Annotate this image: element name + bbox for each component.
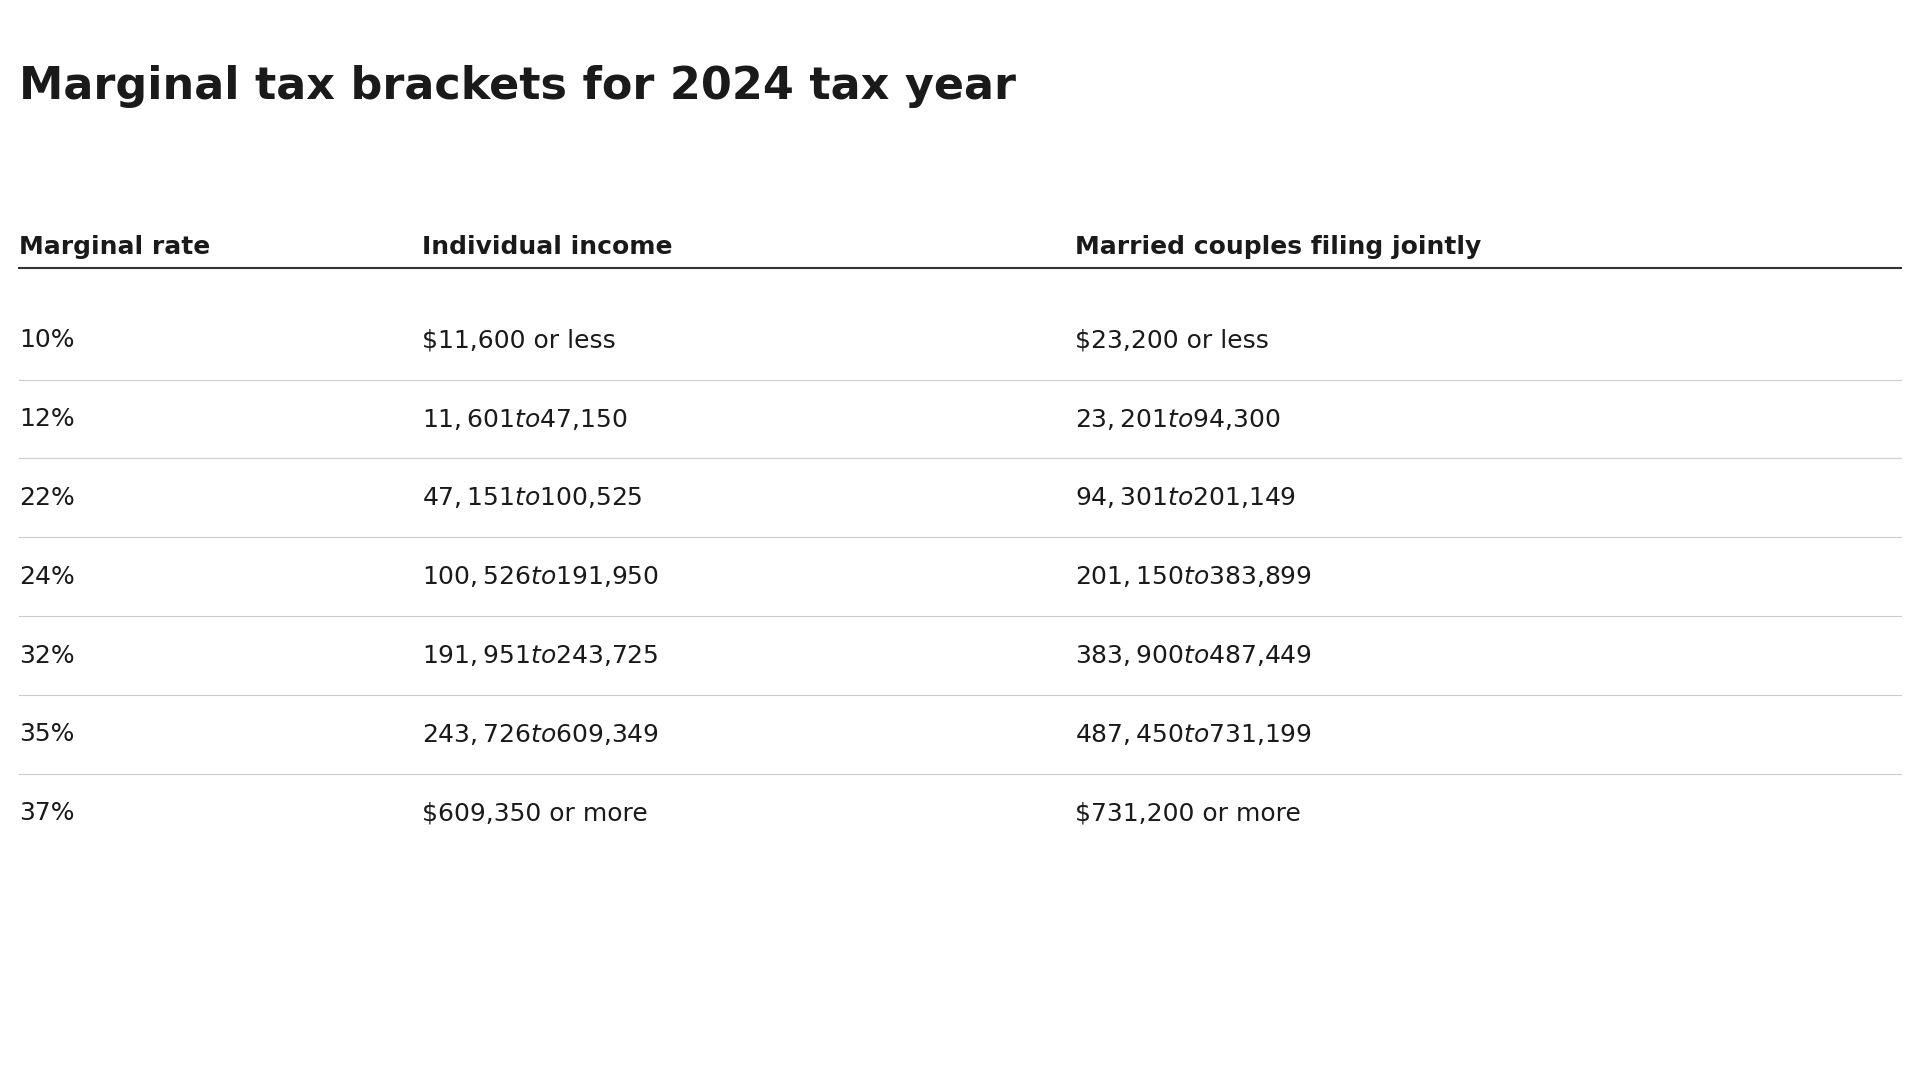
Text: $609,350 or more: $609,350 or more (422, 801, 649, 825)
Text: $100,526 to $191,950: $100,526 to $191,950 (422, 564, 659, 590)
Text: $23,201 to $94,300: $23,201 to $94,300 (1075, 406, 1281, 432)
Text: $11,601 to $47,150: $11,601 to $47,150 (422, 406, 628, 432)
Text: $191,951 to $243,725: $191,951 to $243,725 (422, 643, 659, 669)
Text: $201,150 to $383,899: $201,150 to $383,899 (1075, 564, 1311, 590)
Text: Individual income: Individual income (422, 235, 672, 259)
Text: 37%: 37% (19, 801, 75, 825)
Text: $383,900 to $487,449: $383,900 to $487,449 (1075, 643, 1311, 669)
Text: $94,301 to $201,149: $94,301 to $201,149 (1075, 485, 1296, 511)
Text: 22%: 22% (19, 486, 75, 510)
Text: 32%: 32% (19, 644, 75, 667)
Text: $47,151 to $100,525: $47,151 to $100,525 (422, 485, 643, 511)
Text: 24%: 24% (19, 565, 75, 589)
Text: 10%: 10% (19, 328, 75, 352)
Text: $23,200 or less: $23,200 or less (1075, 328, 1269, 352)
Text: $731,200 or more: $731,200 or more (1075, 801, 1302, 825)
Text: 35%: 35% (19, 723, 75, 746)
Text: 12%: 12% (19, 407, 75, 431)
Text: Marginal tax brackets for 2024 tax year: Marginal tax brackets for 2024 tax year (19, 65, 1016, 108)
Text: Marginal rate: Marginal rate (19, 235, 211, 259)
Text: $243,726 to $609,349: $243,726 to $609,349 (422, 721, 659, 747)
Text: Married couples filing jointly: Married couples filing jointly (1075, 235, 1482, 259)
Text: $487,450 to $731,199: $487,450 to $731,199 (1075, 721, 1311, 747)
Text: $11,600 or less: $11,600 or less (422, 328, 616, 352)
